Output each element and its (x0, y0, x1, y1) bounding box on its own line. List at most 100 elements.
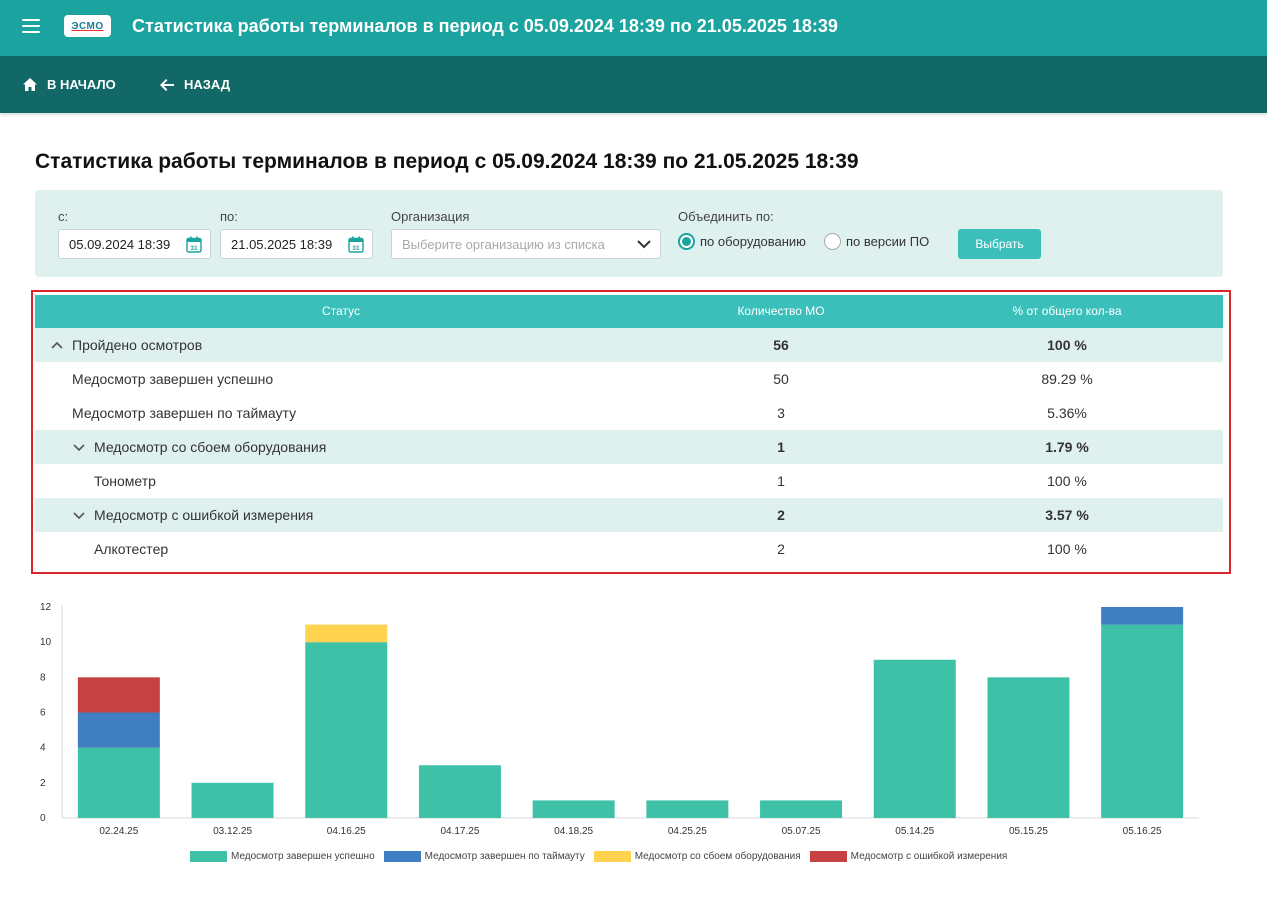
x-tick-label: 04.25.25 (668, 826, 707, 837)
bar-segment[interactable] (1101, 624, 1184, 818)
from-date-value: 05.09.2024 18:39 (69, 236, 171, 252)
row-percent: 89.29 % (1041, 371, 1093, 387)
x-tick-label: 04.17.25 (440, 826, 479, 837)
row-name: Медосмотр со сбоем оборудования (94, 439, 327, 455)
radio-unchecked-icon (824, 233, 841, 250)
back-button[interactable]: НАЗАД (160, 56, 230, 113)
row-count: 2 (777, 507, 785, 523)
y-tick-label: 0 (40, 813, 46, 824)
y-tick-label: 6 (40, 708, 46, 719)
app-logo: ЭСМО (64, 15, 111, 37)
chevron-down-icon (637, 240, 651, 249)
row-name: Алкотестер (94, 541, 169, 557)
stats-table: Статус Количество МО % от общего кол-ва … (31, 290, 1231, 574)
row-count: 1 (777, 439, 785, 455)
legend-label: Медосмотр завершен по таймауту (424, 851, 585, 862)
organization-label: Организация (391, 209, 470, 224)
home-label: В НАЧАЛО (47, 77, 116, 92)
row-percent: 3.57 % (1045, 507, 1089, 523)
legend-label: Медосмотр со сбоем оборудования (634, 851, 801, 862)
chevron-down-icon[interactable] (72, 442, 86, 452)
organization-placeholder: Выберите организацию из списка (402, 236, 605, 252)
bar-segment[interactable] (77, 712, 160, 748)
x-tick-label: 05.14.25 (895, 826, 934, 837)
x-tick-label: 04.16.25 (327, 826, 366, 837)
bar-segment[interactable] (1101, 607, 1184, 625)
row-name-cell: Медосмотр с ошибкой измерения (72, 498, 313, 532)
to-label: по: (220, 209, 238, 224)
row-count: 50 (773, 371, 789, 387)
row-name: Тонометр (94, 473, 156, 489)
y-tick-label: 12 (40, 602, 52, 613)
radio-by-software[interactable]: по версии ПО (824, 233, 929, 250)
menu-icon[interactable] (22, 19, 40, 33)
to-date-value: 21.05.2025 18:39 (231, 236, 333, 252)
x-tick-label: 04.18.25 (554, 826, 593, 837)
row-percent: 1.79 % (1045, 439, 1089, 455)
row-percent: 5.36% (1047, 405, 1087, 421)
column-header-count[interactable]: Количество МО (737, 304, 825, 318)
app-header: ЭСМО Статистика работы терминалов в пери… (0, 0, 1267, 56)
radio-by-equipment[interactable]: по оборудованию (678, 233, 806, 250)
chevron-up-icon[interactable] (50, 340, 64, 350)
stacked-bar-chart: 0 2 4 6 8 10 12 02.24.25 03.12.25 04.16.25 04.17.2… (40, 602, 1199, 837)
table-row: Медосмотр завершен успешно 50 89.29 % (35, 362, 1223, 396)
legend-label: Медосмотр завершен успешно (231, 851, 375, 862)
x-tick-label: 02.24.25 (99, 826, 138, 837)
legend-item[interactable]: Медосмотр с ошибкой измерения (809, 851, 1008, 862)
column-header-percent[interactable]: % от общего кол-ва (1012, 304, 1122, 318)
row-count: 3 (777, 405, 785, 421)
legend-swatch (593, 851, 631, 862)
row-percent: 100 % (1047, 337, 1087, 353)
bar-segment[interactable] (760, 800, 843, 818)
row-count: 1 (777, 473, 785, 489)
row-name: Медосмотр завершен успешно (72, 371, 274, 387)
group-by-label: Объединить по: (678, 209, 774, 224)
legend-item[interactable]: Медосмотр завершен по таймауту (383, 851, 585, 862)
bar-segment[interactable] (77, 677, 160, 713)
chevron-down-icon[interactable] (72, 510, 86, 520)
x-tick-label: 05.07.25 (782, 826, 821, 837)
y-tick-label: 2 (40, 778, 46, 789)
row-name-cell: Пройдено осмотров (50, 328, 202, 362)
from-date-input[interactable]: 05.09.2024 18:39 31 (58, 229, 211, 259)
legend-item[interactable]: Медосмотр со сбоем оборудования (593, 851, 801, 862)
svg-text:31: 31 (190, 245, 198, 252)
calendar-icon[interactable]: 31 (186, 236, 202, 253)
bar-segment[interactable] (987, 677, 1070, 818)
table-row: Тонометр 1 100 % (35, 464, 1223, 498)
home-button[interactable]: В НАЧАЛО (23, 56, 116, 113)
radio-by-equipment-label: по оборудованию (700, 234, 806, 249)
calendar-icon[interactable]: 31 (348, 236, 364, 253)
y-tick-label: 4 (40, 743, 46, 754)
table-row[interactable]: Пройдено осмотров 56 100 % (35, 328, 1223, 362)
table-row: Алкотестер 2 100 % (35, 532, 1223, 566)
bar-segment[interactable] (191, 782, 274, 818)
bar-segment[interactable] (305, 624, 388, 643)
organization-select[interactable]: Выберите организацию из списка (391, 229, 661, 259)
legend-swatch (809, 851, 847, 862)
choose-button[interactable]: Выбрать (958, 229, 1041, 259)
table-row: Медосмотр завершен по таймауту 3 5.36% (35, 396, 1223, 430)
bar-segment[interactable] (418, 765, 501, 818)
bar-segment[interactable] (873, 659, 956, 818)
page-title: Статистика работы терминалов в период с … (35, 150, 859, 173)
app-title: Статистика работы терминалов в период с … (132, 16, 838, 36)
filter-panel: с: 05.09.2024 18:39 31 по: 21.05.2025 18… (35, 190, 1223, 277)
table-row[interactable]: Медосмотр с ошибкой измерения 2 3.57 % (35, 498, 1223, 532)
column-header-status[interactable]: Статус (322, 304, 360, 318)
bar-segment[interactable] (532, 800, 615, 818)
table-row[interactable]: Медосмотр со сбоем оборудования 1 1.79 % (35, 430, 1223, 464)
row-name: Пройдено осмотров (72, 337, 203, 353)
legend-label: Медосмотр с ошибкой измерения (850, 851, 1008, 862)
legend-item[interactable]: Медосмотр завершен успешно (190, 851, 375, 862)
arrow-left-icon (160, 78, 174, 91)
back-label: НАЗАД (184, 77, 231, 92)
legend-swatch (383, 851, 421, 862)
to-date-input[interactable]: 21.05.2025 18:39 31 (220, 229, 373, 259)
bar-segment[interactable] (305, 642, 388, 818)
bar-segment[interactable] (646, 800, 729, 818)
bar-segment[interactable] (77, 747, 160, 818)
row-count: 56 (773, 337, 789, 353)
x-tick-label: 05.16.25 (1123, 826, 1162, 837)
